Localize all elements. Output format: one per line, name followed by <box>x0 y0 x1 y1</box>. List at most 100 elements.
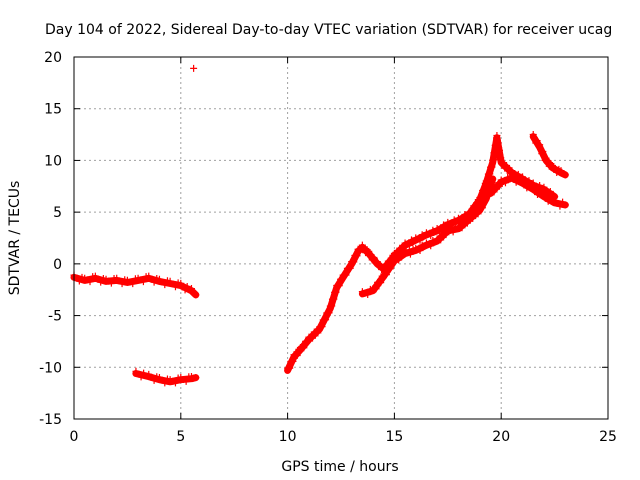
data-point <box>377 279 385 287</box>
data-point <box>364 291 372 298</box>
x-axis-label: GPS time / hours <box>281 459 398 475</box>
series-track-5 <box>487 172 569 210</box>
data-point <box>289 357 297 365</box>
data-point <box>342 271 350 279</box>
plot-frame <box>73 56 609 420</box>
data-point <box>353 252 361 260</box>
data-point <box>556 202 564 210</box>
data-point <box>501 179 509 187</box>
data-point <box>332 288 340 296</box>
x-tick-label: 5 <box>176 429 185 445</box>
data-point <box>427 231 435 239</box>
data-point <box>171 283 179 291</box>
data-point <box>192 374 200 382</box>
data-point <box>373 258 381 266</box>
data-point <box>469 214 477 222</box>
chart-title: Day 104 of 2022, Sidereal Day-to-day VTE… <box>45 22 612 38</box>
data-point <box>504 165 512 173</box>
data-point <box>363 246 371 254</box>
data-point <box>318 323 326 331</box>
data-point <box>335 282 343 290</box>
data-point <box>546 188 554 196</box>
data-point <box>187 285 195 293</box>
data-point <box>293 352 301 360</box>
data-point <box>325 309 333 317</box>
data-point <box>365 247 373 255</box>
data-point <box>192 291 200 299</box>
series-track-6 <box>529 130 569 179</box>
data-point <box>370 254 378 262</box>
data-point <box>137 373 145 381</box>
x-tick-label: 10 <box>279 429 297 445</box>
data-point <box>386 265 394 273</box>
data-point <box>503 161 511 169</box>
data-point <box>346 264 354 272</box>
data-point <box>406 250 414 258</box>
y-tick-label: 10 <box>44 153 62 169</box>
data-point <box>150 376 158 384</box>
x-tick-label: 20 <box>492 429 510 445</box>
data-point <box>139 278 147 286</box>
data-point <box>405 241 413 249</box>
data-point <box>542 154 550 162</box>
data-point <box>322 316 330 324</box>
data-point <box>389 259 397 267</box>
data-point <box>350 258 358 266</box>
data-point <box>463 219 471 227</box>
data-point <box>474 210 482 218</box>
data-point <box>536 188 544 196</box>
data-point <box>481 197 489 205</box>
data-point <box>375 262 383 270</box>
y-tick-label: 15 <box>44 102 62 118</box>
data-point <box>300 344 308 352</box>
data-point <box>478 204 486 212</box>
data-point <box>129 280 137 288</box>
data-point <box>360 245 368 253</box>
data-point <box>442 231 450 239</box>
data-point <box>497 156 505 164</box>
grid <box>74 57 608 419</box>
y-axis-label: SDTVAR / TECUs <box>7 181 23 296</box>
x-tick-label: 0 <box>70 429 79 445</box>
data-point <box>395 256 403 264</box>
data-point <box>358 241 366 249</box>
data-point <box>490 188 498 196</box>
y-tick-label: -10 <box>39 360 62 376</box>
data-point <box>97 278 105 286</box>
data-point <box>488 163 496 171</box>
series-band <box>132 370 200 386</box>
data-point <box>150 278 158 286</box>
data-point <box>486 170 494 178</box>
y-tick-label: 5 <box>53 205 62 221</box>
data-point <box>533 137 541 145</box>
data-point <box>372 285 380 293</box>
data-point <box>489 175 497 183</box>
data-point <box>561 171 569 179</box>
data-point <box>495 182 503 190</box>
data-point <box>529 130 537 138</box>
y-tick-label: -5 <box>48 309 62 325</box>
data-point <box>382 271 390 279</box>
data-point <box>399 251 407 259</box>
data-point <box>458 224 466 232</box>
data-point <box>542 187 550 195</box>
data-point <box>171 379 179 387</box>
data-point <box>427 242 435 250</box>
data-point <box>338 275 346 283</box>
data-point <box>536 141 544 149</box>
ticks: 0 5 10 15 20 25 -15 -10 -5 0 5 10 15 20 <box>39 50 617 445</box>
data-point <box>539 148 547 156</box>
data-point <box>330 295 338 303</box>
data-point <box>437 236 445 244</box>
x-tick-label: 15 <box>385 429 403 445</box>
y-tick-label: -15 <box>39 412 62 428</box>
data-point <box>314 329 322 337</box>
data-point <box>499 160 507 168</box>
series-track-3 <box>284 131 559 374</box>
data-point <box>561 201 569 209</box>
data-point <box>303 337 311 345</box>
data-layer <box>70 64 569 387</box>
data-point <box>309 334 317 342</box>
data-point <box>190 64 198 72</box>
data-point <box>328 302 336 310</box>
